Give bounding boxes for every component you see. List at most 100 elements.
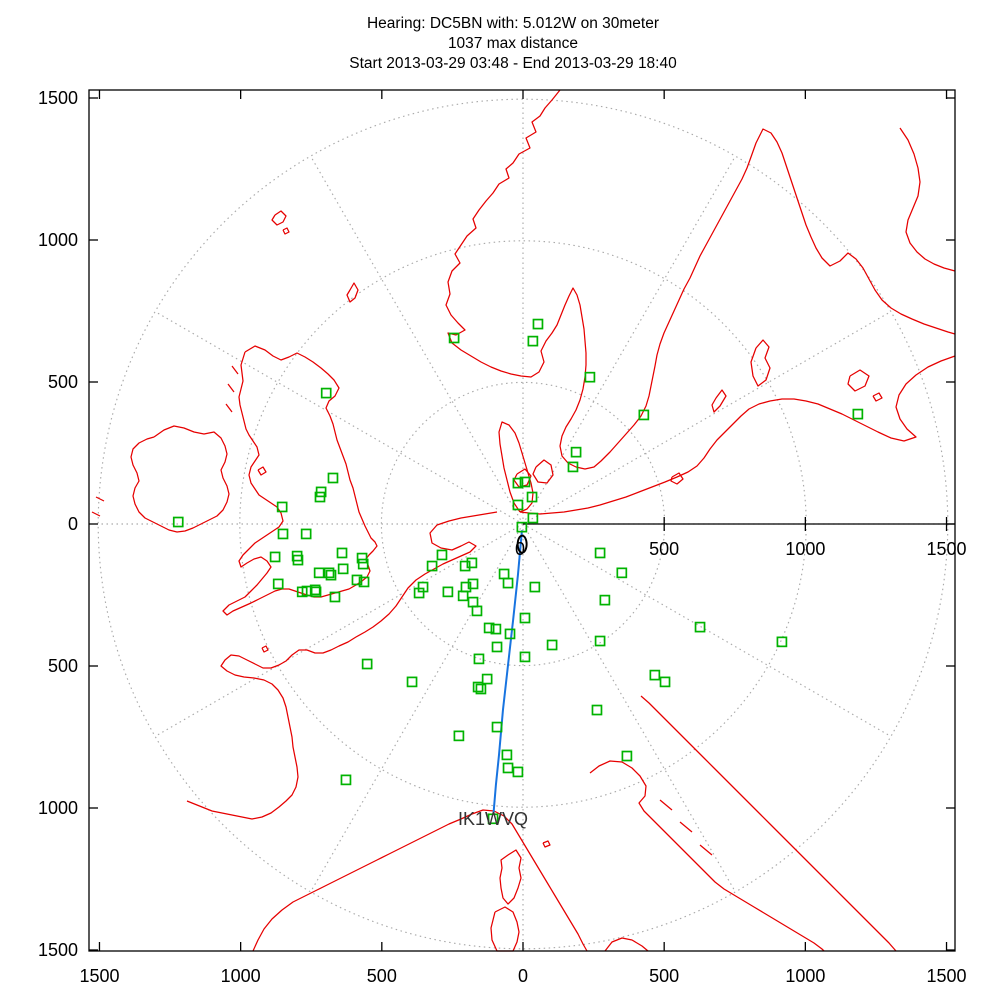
chart-title-line1: Hearing: DC5BN with: 5.012W on 30meter bbox=[367, 15, 659, 32]
coastline bbox=[91, 511, 101, 517]
coastline bbox=[271, 210, 287, 226]
station-marker bbox=[616, 567, 628, 579]
station-marker bbox=[426, 560, 438, 572]
coastline bbox=[589, 760, 825, 952]
radial-axis-label: 0 bbox=[515, 539, 525, 559]
station-marker bbox=[594, 635, 606, 647]
coastline bbox=[490, 906, 520, 952]
y-axis-tick-label: 0 bbox=[68, 514, 78, 534]
station-marker bbox=[532, 318, 544, 330]
coastline bbox=[542, 840, 551, 848]
y-axis-tick-label: 500 bbox=[48, 656, 78, 676]
coastline bbox=[847, 369, 870, 392]
station-marker bbox=[599, 594, 611, 606]
station-marker bbox=[292, 554, 304, 566]
station-marker bbox=[529, 581, 541, 593]
station-marker bbox=[491, 721, 503, 733]
coastline bbox=[679, 821, 693, 833]
station-marker bbox=[340, 774, 352, 786]
plot-border bbox=[88, 89, 956, 952]
grid-spoke bbox=[154, 523, 524, 737]
station-marker bbox=[504, 628, 516, 640]
station-marker bbox=[512, 477, 524, 489]
center-marker-layer bbox=[516, 534, 528, 554]
station-marker bbox=[502, 762, 514, 774]
station-marker bbox=[320, 387, 332, 399]
station-marker bbox=[526, 491, 538, 503]
station-marker bbox=[351, 574, 363, 586]
grid-spoke bbox=[522, 155, 736, 525]
y-axis-tick-label: 500 bbox=[48, 372, 78, 392]
y-axis-tick-label: 1500 bbox=[38, 940, 78, 960]
highlight-station-marker bbox=[487, 813, 499, 825]
coastline bbox=[872, 392, 883, 402]
coastline bbox=[699, 844, 713, 856]
station-marker bbox=[269, 551, 281, 563]
coastline bbox=[445, 89, 956, 470]
coastline bbox=[95, 496, 105, 502]
station-marker bbox=[337, 563, 349, 575]
station-marker bbox=[512, 766, 524, 778]
station-marker bbox=[638, 409, 650, 421]
coastline bbox=[231, 365, 239, 375]
station-marker bbox=[277, 528, 289, 540]
coastline bbox=[498, 421, 534, 513]
station-marker bbox=[436, 549, 448, 561]
y-axis-tick-label: 1000 bbox=[38, 230, 78, 250]
coastline bbox=[640, 695, 897, 952]
coastline bbox=[711, 389, 727, 413]
station-marker bbox=[475, 683, 487, 695]
station-marker bbox=[527, 512, 539, 524]
highlight-callsign-label: IK1WVQ bbox=[458, 809, 528, 829]
station-marker bbox=[498, 568, 510, 580]
radial-axis-label: 1000 bbox=[785, 539, 825, 559]
station-marker bbox=[300, 528, 312, 540]
x-axis-tick-label: 500 bbox=[649, 966, 679, 986]
station-marker bbox=[473, 653, 485, 665]
station-marker bbox=[313, 567, 325, 579]
coastline bbox=[346, 282, 359, 303]
station-marker bbox=[594, 547, 606, 559]
station-marker bbox=[472, 681, 484, 693]
chart-title-line2: 1037 max distance bbox=[448, 35, 578, 52]
grid-spoke bbox=[522, 523, 892, 737]
station-marker bbox=[471, 605, 483, 617]
station-marker bbox=[483, 622, 495, 634]
coastline bbox=[499, 849, 522, 905]
station-marker bbox=[776, 636, 788, 648]
bearing-line bbox=[492, 530, 523, 813]
grid-spoke bbox=[154, 311, 524, 525]
x-axis-tick-label: 1000 bbox=[785, 966, 825, 986]
station-marker bbox=[694, 621, 706, 633]
station-marker bbox=[442, 586, 454, 598]
y-axis-tick-label: 1000 bbox=[38, 798, 78, 818]
station-marker bbox=[413, 587, 425, 599]
coastline bbox=[186, 511, 498, 820]
station-marker bbox=[466, 557, 478, 569]
coastline bbox=[261, 645, 269, 653]
coastline bbox=[252, 809, 588, 952]
coastline bbox=[282, 227, 290, 235]
station-marker bbox=[459, 560, 471, 572]
station-marker bbox=[356, 552, 368, 564]
coastline bbox=[659, 799, 673, 811]
station-marker bbox=[361, 658, 373, 670]
station-marker bbox=[457, 590, 469, 602]
station-marker bbox=[519, 612, 531, 624]
station-marker bbox=[310, 586, 322, 598]
coastline bbox=[257, 466, 267, 476]
station-marker bbox=[567, 461, 579, 473]
station-marker bbox=[325, 569, 337, 581]
station-marker bbox=[519, 476, 531, 488]
x-axis-tick-label: 1500 bbox=[927, 966, 967, 986]
center-station-marker bbox=[516, 534, 528, 554]
station-marker bbox=[314, 491, 326, 503]
station-marker bbox=[406, 676, 418, 688]
station-marker bbox=[467, 596, 479, 608]
grid-spoke bbox=[310, 155, 524, 525]
station-marker bbox=[512, 499, 524, 511]
grid-spoke bbox=[522, 523, 736, 893]
station-marker bbox=[591, 704, 603, 716]
station-marker bbox=[357, 558, 369, 570]
